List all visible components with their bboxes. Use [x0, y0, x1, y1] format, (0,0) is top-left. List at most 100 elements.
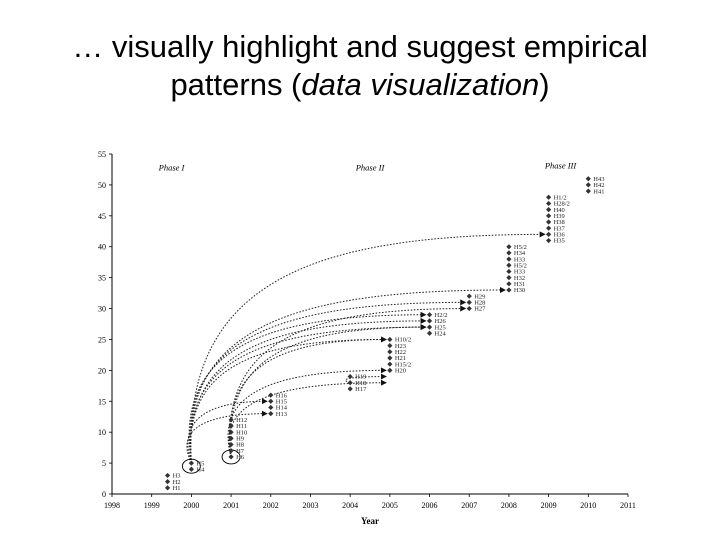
dotted-arrow — [190, 317, 427, 464]
point-label: H2 — [173, 479, 181, 486]
data-point — [506, 256, 512, 262]
point-label: H12 — [236, 417, 247, 424]
point-label: H5 — [196, 460, 204, 467]
dotted-arrow — [229, 336, 387, 457]
data-point — [188, 460, 194, 466]
point-label: H14 — [276, 405, 288, 412]
point-label: H5/2 — [514, 262, 527, 269]
data-point — [466, 293, 472, 299]
data-point — [506, 275, 512, 281]
data-point — [347, 373, 353, 380]
point-label: H4 — [196, 466, 205, 473]
point-label: H13 — [276, 411, 287, 418]
data-point — [347, 380, 353, 386]
x-tick-label: 2001 — [223, 501, 239, 510]
title-line-2: patterns (data visualization) — [0, 66, 720, 104]
data-point — [188, 466, 194, 472]
point-label: H8 — [236, 442, 244, 449]
point-label: H10 — [236, 429, 247, 436]
point-label: H15/2 — [395, 361, 411, 368]
data-point — [426, 318, 433, 324]
data-point — [466, 305, 472, 312]
point-label: H9 — [236, 436, 244, 443]
point-label: H34 — [514, 250, 526, 257]
point-label: H25 — [435, 324, 446, 331]
arrows-layer — [186, 231, 546, 464]
phase-label: Phase II — [355, 162, 386, 172]
data-point — [387, 343, 393, 349]
data-point — [506, 281, 512, 287]
x-tick-label: 2010 — [580, 501, 596, 510]
x-tick-label: 2003 — [302, 501, 318, 510]
point-label: H36 — [554, 232, 566, 239]
data-point — [387, 336, 393, 343]
data-point — [228, 429, 234, 435]
point-label: H28 — [474, 300, 485, 307]
point-label: H18 — [355, 380, 366, 387]
data-point — [585, 176, 591, 182]
data-point — [347, 386, 353, 392]
title-suffix: ) — [539, 67, 550, 102]
point-label: H1 — [173, 485, 181, 492]
data-point — [426, 330, 433, 336]
y-tick-label: 40 — [98, 243, 106, 252]
point-label: H11 — [236, 423, 247, 430]
data-point — [546, 207, 552, 213]
data-point — [387, 367, 393, 373]
title-prefix: patterns ( — [170, 67, 302, 102]
dotted-arrow — [187, 398, 268, 464]
data-point — [387, 349, 393, 355]
x-tick-label: 2007 — [461, 501, 477, 510]
dotted-arrow — [228, 379, 387, 458]
data-point — [164, 479, 171, 485]
data-point — [585, 182, 591, 188]
point-label: H31 — [514, 281, 525, 288]
data-point — [546, 200, 552, 207]
y-tick-label: 0 — [102, 490, 106, 499]
title-line-1: … visually highlight and suggest empiric… — [72, 29, 648, 64]
point-label: H38 — [554, 219, 565, 226]
point-label: H40 — [554, 207, 565, 214]
point-label: H26 — [435, 318, 447, 325]
point-label: H39 — [554, 213, 565, 220]
point-label: H33 — [514, 269, 525, 276]
data-point — [387, 355, 393, 361]
data-point — [506, 268, 512, 275]
point-label: H27 — [474, 306, 486, 313]
data-point — [268, 398, 274, 404]
y-tick-label: 50 — [98, 181, 106, 190]
point-label: H29 — [474, 293, 485, 300]
dotted-arrow — [189, 324, 427, 464]
point-label: H43 — [593, 176, 604, 183]
data-point — [546, 213, 552, 219]
x-axis-title: Year — [361, 516, 379, 526]
point-label: H41 — [593, 188, 604, 195]
y-tick-label: 45 — [98, 212, 106, 221]
x-tick-label: 2009 — [541, 501, 557, 510]
data-point — [506, 244, 512, 250]
x-tick-label: 2006 — [422, 501, 438, 510]
data-point — [506, 250, 512, 256]
data-point — [268, 411, 274, 417]
point-label: H6 — [236, 454, 245, 461]
data-point — [506, 287, 512, 293]
data-point — [426, 324, 433, 330]
point-label: H37 — [554, 225, 566, 232]
x-tick-label: 2000 — [183, 501, 199, 510]
data-point — [585, 188, 591, 194]
data-point — [546, 194, 552, 200]
y-tick-label: 10 — [98, 428, 106, 437]
point-label: H10/2 — [395, 337, 411, 344]
dotted-arrow — [229, 305, 467, 457]
y-tick-label: 15 — [98, 397, 106, 406]
x-tick-label: 2008 — [501, 501, 517, 510]
data-point — [228, 435, 234, 441]
point-label: H7 — [236, 448, 245, 455]
x-tick-label: 2005 — [382, 501, 398, 510]
point-label: H35 — [554, 238, 565, 245]
data-point — [268, 404, 274, 411]
point-label: H30 — [514, 287, 525, 294]
point-label: H21 — [395, 355, 406, 362]
y-tick-label: 20 — [98, 366, 106, 375]
